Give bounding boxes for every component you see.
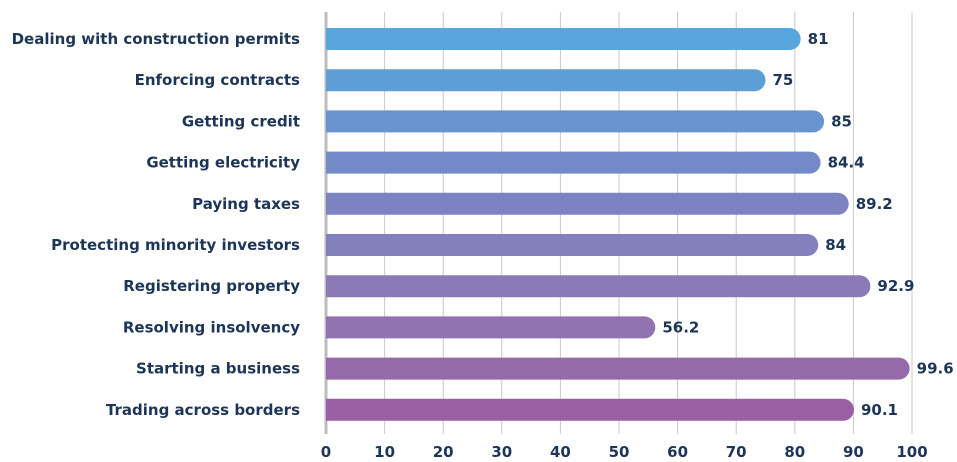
category-label-9: Starting a business <box>136 360 300 378</box>
x-tick-label-80: 80 <box>784 443 805 461</box>
value-label-2: 75 <box>773 71 794 89</box>
bar-2 <box>326 69 766 92</box>
bar-9 <box>326 357 910 380</box>
bar-10 <box>326 398 854 421</box>
x-tick-label-70: 70 <box>726 443 747 461</box>
x-tick-label-10: 10 <box>374 443 395 461</box>
x-tick-label-40: 40 <box>550 443 571 461</box>
x-tick-label-90: 90 <box>843 443 864 461</box>
bar-7 <box>326 275 871 298</box>
category-label-7: Registering property <box>123 277 300 295</box>
value-label-6: 84 <box>825 236 846 254</box>
label-layer: Dealing with construction permits 81 Enfor… <box>12 30 954 419</box>
category-label-6: Protecting minority investors <box>51 236 300 254</box>
x-tick-label-0: 0 <box>321 443 331 461</box>
value-label-9: 99.6 <box>917 360 954 378</box>
x-tick-label-100: 100 <box>896 443 927 461</box>
value-label-4: 84.4 <box>828 154 865 172</box>
value-label-1: 81 <box>808 30 829 48</box>
category-label-5: Paying taxes <box>192 195 300 213</box>
bar-4 <box>326 151 821 174</box>
category-label-8: Resolving insolvency <box>123 318 300 336</box>
category-label-3: Getting credit <box>182 112 300 130</box>
bar-5 <box>326 192 849 215</box>
x-tick-label-30: 30 <box>491 443 512 461</box>
x-tick-label-20: 20 <box>433 443 454 461</box>
bar-8 <box>326 316 656 339</box>
category-label-10: Trading across borders <box>106 401 300 419</box>
x-tick-label-50: 50 <box>609 443 630 461</box>
category-label-4: Getting electricity <box>146 154 300 172</box>
bar-6 <box>326 234 819 256</box>
bar-layer <box>326 28 910 421</box>
bar-1 <box>326 28 801 50</box>
bar-3 <box>326 110 825 133</box>
category-label-1: Dealing with construction permits <box>12 30 300 48</box>
value-label-7: 92.9 <box>877 277 914 295</box>
tick-layer: 0 10 20 30 40 50 60 70 80 90 100 <box>321 443 928 461</box>
x-tick-label-60: 60 <box>667 443 688 461</box>
value-label-8: 56.2 <box>662 318 699 336</box>
value-label-5: 89.2 <box>856 195 893 213</box>
category-label-2: Enforcing contracts <box>135 71 300 89</box>
value-label-10: 90.1 <box>861 401 898 419</box>
value-label-3: 85 <box>831 112 852 130</box>
